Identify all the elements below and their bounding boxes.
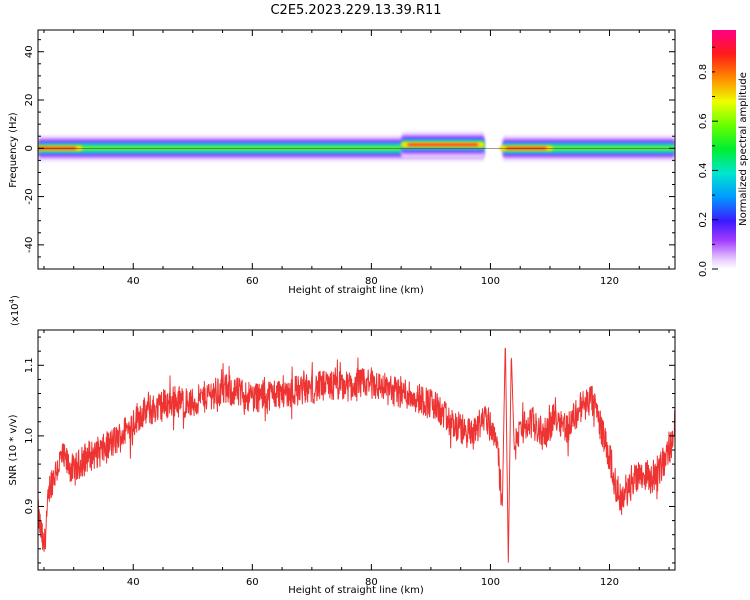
snr-frame xyxy=(37,329,676,571)
colorbar: 0.0 0.2 0.4 0.6 0.8 Normalized spectral ampl… xyxy=(698,30,749,277)
colorbar-tick-label: 0.6 xyxy=(698,113,709,129)
spectrogram-frame xyxy=(37,29,676,270)
spectral-band xyxy=(38,131,675,162)
spectrogram-x-ticks: 40 60 80 100 120 xyxy=(43,30,670,287)
x-tick-label: 40 xyxy=(127,276,140,287)
y-tick-label: 1.0 xyxy=(24,428,35,444)
snr-y-multiplier: (x104) xyxy=(8,295,21,326)
y-tick-label: 1.1 xyxy=(24,357,35,373)
spectrogram-x-label: Height of straight line (km) xyxy=(288,285,424,296)
snr-series-line xyxy=(38,347,675,563)
x-tick-label: 120 xyxy=(600,276,619,287)
x-tick-label: 60 xyxy=(246,276,259,287)
snr-y-label: SNR (10 * v/v) xyxy=(8,414,19,485)
colorbar-label: Normalized spectral amplitude xyxy=(738,72,749,226)
colorbar-tick-label: 0.0 xyxy=(698,261,709,277)
spectrogram-y-label: Frequency (Hz) xyxy=(8,112,19,188)
snr-plot: 40 60 80 100 120 0.9 1.0 1.1 Height of straigh… xyxy=(8,295,676,596)
chart-title: C2E5.2023.229.13.39.R11 xyxy=(270,3,441,18)
colorbar-tick-label: 0.2 xyxy=(698,212,709,228)
colorbar-gradient xyxy=(712,30,736,269)
spectrogram-y-ticks: 40 20 0 -20 -40 xyxy=(24,39,675,258)
x-tick-label: 100 xyxy=(481,276,500,287)
x-tick-label: 120 xyxy=(600,577,619,588)
x-tick-label: 100 xyxy=(481,577,500,588)
y-tick-label: 40 xyxy=(24,45,35,58)
y-tick-label: 20 xyxy=(24,94,35,107)
x-tick-label: 80 xyxy=(365,276,378,287)
y-tick-label: -40 xyxy=(24,237,35,253)
y-tick-label: 0.9 xyxy=(24,499,35,515)
x-tick-label: 60 xyxy=(246,577,259,588)
snr-x-label: Height of straight line (km) xyxy=(288,585,424,596)
snr-x-ticks: 40 60 80 100 120 xyxy=(43,330,670,588)
colorbar-ticks: 0.0 0.2 0.4 0.6 0.8 xyxy=(698,46,718,277)
y-tick-label: 0 xyxy=(24,145,35,151)
colorbar-tick-label: 0.4 xyxy=(698,162,709,178)
x-tick-label: 40 xyxy=(127,577,140,588)
colorbar-tick-label: 0.8 xyxy=(698,64,709,80)
band-peak xyxy=(401,142,485,148)
x-tick-label: 80 xyxy=(365,577,378,588)
snr-y-ticks: 0.9 1.0 1.1 xyxy=(24,336,675,564)
spectrogram-plot: 40 60 80 100 120 40 20 0 -20 -40 Height of strai… xyxy=(8,29,676,296)
y-tick-label: -20 xyxy=(24,188,35,204)
